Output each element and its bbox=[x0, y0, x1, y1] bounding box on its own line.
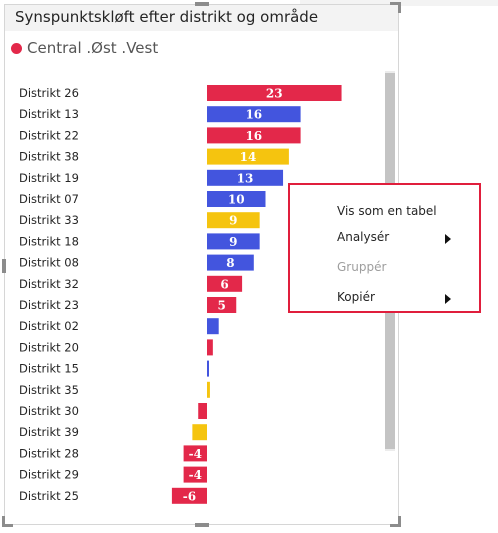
menu-item-analyze[interactable]: Analysér bbox=[290, 225, 479, 251]
category-label: Distrikt 22 bbox=[19, 128, 79, 142]
resize-corner-top-right[interactable] bbox=[390, 2, 401, 13]
menu-item-show-as-table[interactable]: Vis som en tabel bbox=[290, 199, 479, 225]
bar[interactable] bbox=[207, 275, 243, 292]
data-label: 6 bbox=[220, 277, 228, 291]
menu-item-group: Gruppér bbox=[290, 255, 479, 281]
category-label: Distrikt 28 bbox=[19, 446, 79, 460]
category-label: Distrikt 08 bbox=[19, 256, 79, 270]
resize-handle-left[interactable] bbox=[2, 259, 6, 273]
bar[interactable] bbox=[207, 339, 213, 356]
data-label: 9 bbox=[229, 235, 237, 249]
category-label: Distrikt 26 bbox=[19, 86, 79, 100]
category-label: Distrikt 18 bbox=[19, 234, 79, 248]
bar[interactable] bbox=[207, 233, 260, 250]
menu-item-label: Analysér bbox=[337, 230, 390, 244]
bar[interactable] bbox=[198, 403, 207, 419]
category-label: Distrikt 29 bbox=[19, 468, 79, 482]
bar[interactable] bbox=[207, 318, 219, 335]
bar[interactable] bbox=[207, 212, 260, 229]
data-label: 10 bbox=[228, 193, 245, 207]
bar[interactable] bbox=[207, 127, 301, 144]
data-label: 13 bbox=[237, 171, 254, 185]
category-label: Distrikt 13 bbox=[19, 107, 79, 121]
category-label: Distrikt 07 bbox=[19, 192, 79, 206]
bar[interactable] bbox=[207, 148, 289, 165]
data-label: 14 bbox=[240, 150, 257, 164]
visual-title-bar: Synspunktskløft efter distrikt og område bbox=[5, 5, 398, 31]
menu-item-label: Vis som en tabel bbox=[337, 204, 437, 218]
submenu-arrow-icon bbox=[445, 294, 451, 304]
bar-chart-visual[interactable]: Synspunktskløft efter distrikt og område… bbox=[2, 2, 401, 527]
chart-plot: Distrikt 26 23 Distrikt 13 16 Distrikt 22 16 D… bbox=[19, 85, 342, 504]
category-label: Distrikt 39 bbox=[19, 425, 79, 439]
menu-item-label: Kopiér bbox=[337, 290, 375, 304]
resize-handle-bottom[interactable] bbox=[195, 523, 209, 527]
bar[interactable] bbox=[207, 191, 266, 207]
category-label: Distrikt 23 bbox=[19, 298, 79, 312]
category-label: Distrikt 38 bbox=[19, 150, 79, 164]
data-label: 16 bbox=[245, 108, 262, 122]
chart-legend: Central .Øst .Vest bbox=[11, 39, 158, 57]
bar[interactable] bbox=[207, 254, 254, 271]
category-label: Distrikt 25 bbox=[19, 489, 79, 503]
menu-item-label: Gruppér bbox=[337, 260, 387, 274]
bar[interactable] bbox=[207, 106, 301, 123]
resize-handle-top[interactable] bbox=[195, 2, 209, 6]
bar[interactable] bbox=[207, 360, 209, 377]
legend-text: Central .Øst .Vest bbox=[27, 39, 159, 57]
data-label: 8 bbox=[226, 256, 234, 270]
category-label: Distrikt 20 bbox=[19, 340, 79, 354]
category-label: Distrikt 32 bbox=[19, 277, 79, 291]
category-label: Distrikt 35 bbox=[19, 383, 79, 397]
resize-corner-bottom-right[interactable] bbox=[390, 516, 401, 527]
bar[interactable] bbox=[207, 297, 237, 313]
context-menu: Vis som en tabel Analysér Gruppér Kopiér bbox=[288, 183, 481, 313]
data-label: 16 bbox=[245, 129, 262, 143]
legend-dot-icon bbox=[11, 42, 22, 54]
submenu-arrow-icon bbox=[445, 234, 451, 244]
data-label: -4 bbox=[189, 468, 202, 482]
bar[interactable] bbox=[207, 169, 284, 186]
bar[interactable] bbox=[207, 85, 342, 101]
menu-item-copy[interactable]: Kopiér bbox=[290, 285, 479, 311]
bar[interactable] bbox=[192, 424, 207, 441]
category-label: Distrikt 33 bbox=[19, 213, 79, 227]
resize-corner-bottom-left[interactable] bbox=[2, 516, 13, 527]
category-label: Distrikt 19 bbox=[19, 171, 79, 185]
bar[interactable] bbox=[183, 466, 207, 483]
data-label: -4 bbox=[189, 447, 202, 461]
category-label: Distrikt 15 bbox=[19, 362, 79, 376]
category-label: Distrikt 02 bbox=[19, 319, 79, 333]
bar[interactable] bbox=[171, 487, 207, 504]
data-label: 5 bbox=[217, 299, 225, 313]
data-label: -6 bbox=[183, 489, 196, 503]
data-label: 23 bbox=[266, 87, 283, 101]
visual-title: Synspunktskløft efter distrikt og område bbox=[15, 8, 319, 26]
category-label: Distrikt 30 bbox=[19, 404, 79, 418]
data-label: 9 bbox=[229, 214, 237, 228]
bar[interactable] bbox=[207, 381, 210, 398]
bar[interactable] bbox=[183, 445, 207, 462]
